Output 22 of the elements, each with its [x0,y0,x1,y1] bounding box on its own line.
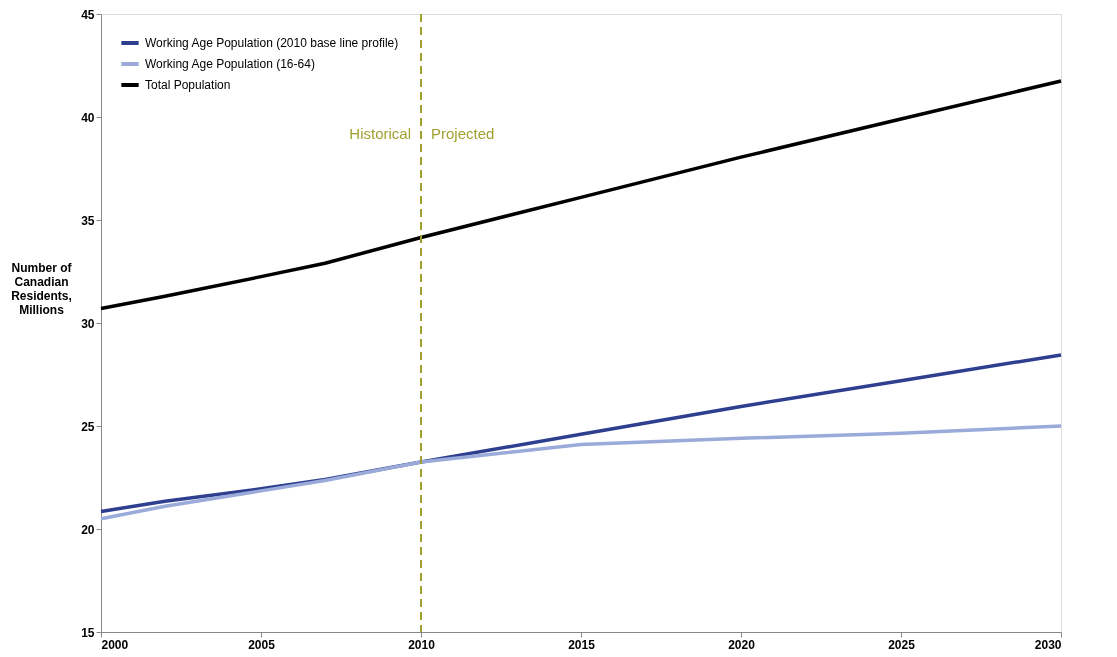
y-tick-label: 45 [81,7,95,22]
y-tick-label: 15 [81,625,95,640]
y-tick-label: 20 [81,522,95,537]
x-tick-label: 2010 [408,637,436,652]
y-axis-title: Number of Canadian Residents, Millions [11,260,73,317]
y-tick-label: 30 [81,316,95,331]
y-tick-label: 40 [81,110,95,125]
x-tick-label: 2025 [888,637,916,652]
x-tick-label: 2005 [248,637,276,652]
legend-label: Total Population [145,78,231,92]
x-tick-label: 2015 [568,637,596,652]
annotation: Historical [349,125,411,142]
annotation: Projected [431,125,495,142]
x-tick-label: 2020 [728,637,756,652]
line-series [99,79,1063,311]
legend-label: Working Age Population (2010 base line profile) [145,36,399,50]
x-tick-label: 2000 [101,637,129,652]
y-tick-label: 25 [81,419,95,434]
y-tick-label: 35 [81,213,95,228]
legend-label: Working Age Population (16-64) [145,57,315,71]
line-series [99,424,1063,521]
x-tick-label: 2030 [1034,637,1062,652]
